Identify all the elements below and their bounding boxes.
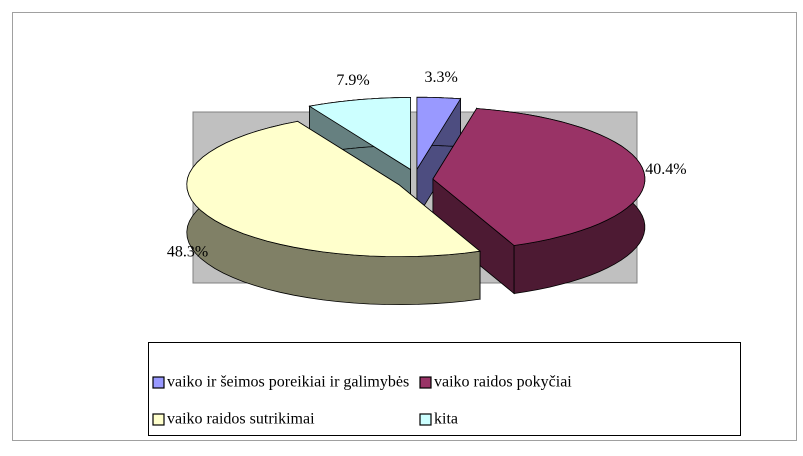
pie-slice: [186, 120, 481, 306]
legend-label: vaiko ir šeimos poreikiai ir galimybės: [167, 374, 409, 391]
legend: [148, 342, 741, 436]
legend-swatch: [152, 376, 165, 389]
slice-top: [186, 120, 481, 258]
pie-slice: [432, 107, 646, 295]
slice-top: [416, 96, 462, 171]
legend-label: vaiko raidos pokyčiai: [434, 374, 572, 391]
data-label: 48.3%: [167, 243, 208, 260]
legend-swatch: [419, 413, 432, 426]
legend-label: vaiko raidos sutrikimai: [167, 411, 315, 428]
legend-label: kita: [434, 411, 458, 428]
legend-swatch: [419, 376, 432, 389]
legend-items: vaiko ir šeimos poreikiai ir galimybės va…: [152, 374, 572, 428]
data-label: 7.9%: [336, 72, 369, 89]
slice-top: [432, 108, 646, 246]
slice-top: [308, 97, 412, 171]
data-label: 3.3%: [424, 69, 457, 86]
pie: 3.3% 7.9% 40.4% 48.3%: [167, 69, 687, 306]
legend-swatch: [152, 413, 165, 426]
data-label: 40.4%: [645, 161, 686, 178]
